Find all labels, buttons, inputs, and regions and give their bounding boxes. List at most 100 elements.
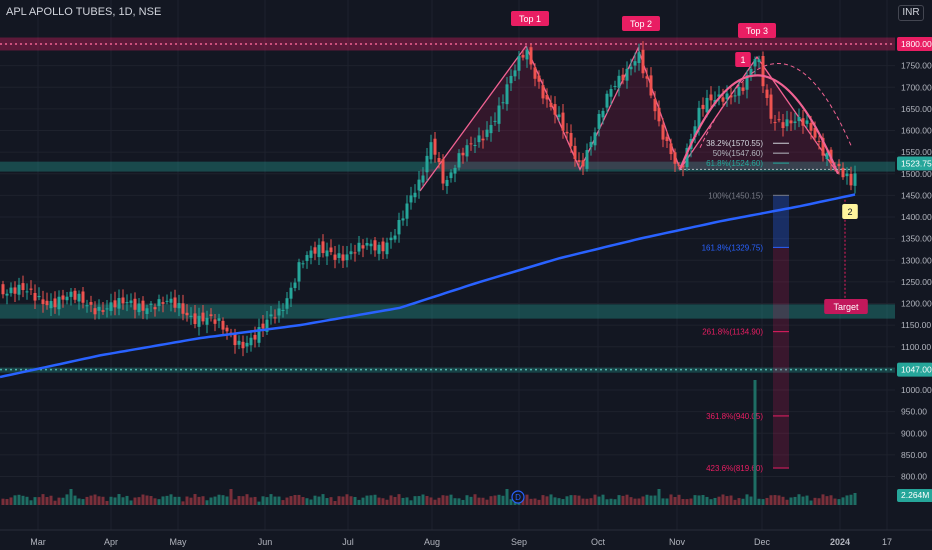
candle-body — [473, 144, 477, 146]
candle-body — [365, 243, 369, 246]
candle-body — [93, 308, 97, 315]
volume-bar — [653, 495, 657, 505]
volume-bar — [501, 495, 505, 505]
candle-body — [137, 303, 141, 313]
candle-body — [197, 315, 201, 327]
candle-body — [401, 218, 405, 221]
volume-bar — [169, 494, 173, 505]
candle-body — [489, 125, 493, 134]
candle-body — [201, 312, 205, 322]
volume-bar — [229, 489, 233, 505]
candle-body — [581, 160, 585, 167]
volume-bar — [621, 495, 625, 505]
volume-bar — [365, 495, 369, 505]
candle-body — [337, 253, 341, 258]
volume-bar — [329, 497, 333, 505]
volume-bar — [25, 496, 29, 505]
candle-body — [161, 302, 165, 304]
volume-bar — [657, 489, 661, 505]
price-level-label: 1047.00 — [901, 365, 932, 375]
volume-bar — [237, 496, 241, 505]
volume-bar — [637, 498, 641, 505]
candle-body — [781, 122, 785, 129]
volume-bar — [761, 499, 765, 505]
volume-bar — [69, 489, 73, 505]
marker-2-label: 2 — [847, 207, 852, 217]
candle-body — [437, 158, 441, 163]
volume-bar — [13, 495, 17, 505]
candle-body — [301, 263, 305, 265]
volume-bar — [333, 500, 337, 505]
marker-2-label-bg — [842, 204, 858, 219]
candle-body — [745, 75, 749, 90]
price-tick-label: 1250.00 — [901, 277, 932, 287]
volume-bar — [741, 498, 745, 505]
volume-bar — [705, 496, 709, 505]
neckline-zone — [0, 161, 895, 172]
candle-body — [413, 192, 417, 198]
candle-body — [721, 97, 725, 102]
candle-body — [153, 307, 157, 310]
candle-body — [709, 94, 713, 101]
volume-bar — [713, 497, 717, 505]
top-2-label: Top 2 — [630, 19, 652, 29]
candle-body — [205, 317, 209, 325]
currency-selector[interactable]: INR — [898, 5, 924, 21]
price-tick-label: 1700.00 — [901, 82, 932, 92]
time-tick-label: Dec — [754, 537, 771, 547]
candle-body — [285, 298, 289, 309]
price-level-tag — [897, 37, 932, 51]
pattern-outline — [419, 44, 839, 192]
candle-body — [453, 167, 457, 174]
candle-body — [321, 241, 325, 254]
candle-body — [241, 341, 245, 349]
candle-body — [765, 89, 769, 98]
volume-bar — [225, 496, 229, 505]
candle-body — [45, 300, 49, 306]
volume-bar — [617, 495, 621, 505]
candle-body — [641, 49, 645, 74]
candle-body — [577, 160, 581, 163]
candle-body — [825, 152, 829, 160]
candle-body — [493, 120, 497, 122]
time-tick-label: 2024 — [830, 537, 850, 547]
candle-body — [685, 147, 689, 168]
volume-bar — [113, 497, 117, 505]
volume-bar — [465, 495, 469, 505]
price-tick-label: 1350.00 — [901, 234, 932, 244]
volume-bar — [301, 497, 305, 505]
volume-bar — [109, 496, 113, 505]
time-axis: Mar Apr May Jun Jul Aug Sep Oct Nov Dec 2024 17 — [0, 529, 932, 547]
candle-body — [329, 247, 333, 253]
price-tick-label: 1750.00 — [901, 61, 932, 71]
candle-body — [457, 153, 461, 168]
volume-bar — [449, 494, 453, 505]
candle-body — [325, 250, 329, 257]
volume-bar — [121, 497, 125, 505]
candle-body — [749, 68, 753, 78]
volume-bar — [57, 497, 61, 505]
price-tick-label: 1100.00 — [901, 342, 931, 352]
time-tick-label: Jul — [342, 537, 354, 547]
volume-bar — [21, 495, 25, 505]
volume-bar — [253, 496, 257, 505]
candle-body — [113, 300, 117, 308]
candle-body — [245, 342, 249, 347]
candle-body — [417, 179, 421, 191]
volume-bar — [533, 498, 537, 505]
volume-bar — [493, 495, 497, 505]
price-tick-label: 1650.00 — [901, 104, 932, 114]
volume-bar — [677, 494, 681, 505]
volume-bar — [601, 494, 605, 505]
volume-bar — [561, 499, 565, 505]
target-label: Target — [833, 302, 859, 312]
volume-bar — [297, 494, 301, 505]
candle-body — [49, 301, 53, 309]
candle-body — [125, 302, 129, 304]
volume-bar — [845, 495, 849, 505]
volume-bar — [161, 496, 165, 505]
candle-body — [777, 119, 781, 121]
candle-body — [661, 124, 665, 140]
candle-body — [105, 308, 109, 310]
volume-bar — [81, 499, 85, 505]
